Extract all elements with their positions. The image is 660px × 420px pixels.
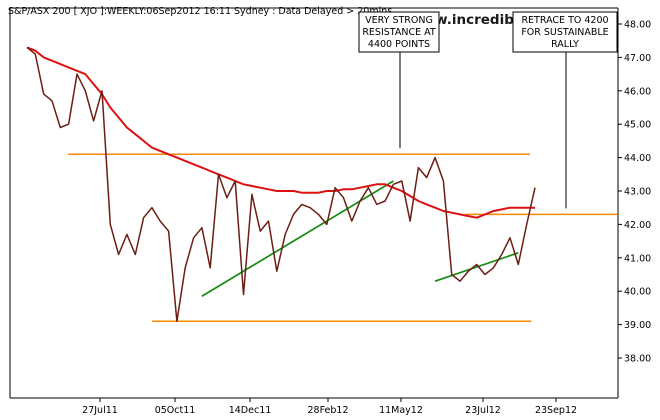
x-axis-ticks: 27Jul11 05Oct11 14Dec11 28Feb12 11May12 23Jul… bbox=[82, 398, 577, 416]
x-tick-label: 23Sep12 bbox=[535, 405, 577, 416]
x-tick-label: 05Oct11 bbox=[155, 405, 196, 416]
annotation-text-1-3: 4400 POINTS bbox=[368, 39, 430, 50]
annotation-text-2-2: FOR SUSTAINABLE bbox=[521, 27, 608, 38]
y-tick-label: 42.00 bbox=[624, 220, 651, 231]
trendline-2 bbox=[434, 251, 519, 282]
y-tick-label: 39.00 bbox=[624, 320, 651, 331]
chart-header-title: S&P/ASX 200 [ XJO ]:WEEKLY:06Sep2012 16:… bbox=[8, 6, 392, 17]
annotation-text-2-3: RALLY bbox=[551, 39, 579, 50]
y-tick-label: 41.00 bbox=[624, 253, 651, 264]
trendline-1 bbox=[201, 180, 394, 297]
x-tick-label: 11May12 bbox=[379, 405, 423, 416]
average-line bbox=[26, 46, 536, 323]
annotation-text-2-1: RETRACE TO 4200 bbox=[521, 15, 608, 26]
y-tick-label: 43.00 bbox=[624, 187, 651, 198]
y-tick-label: 44.00 bbox=[624, 153, 651, 164]
y-axis-ticks: 38.00 39.00 40.00 41.00 42.00 43.00 44.00 45.00… bbox=[618, 20, 651, 365]
y-tick-label: 46.00 bbox=[624, 86, 651, 97]
horizontal-lines bbox=[68, 153, 617, 323]
annotation-box-1 bbox=[358, 11, 440, 53]
x-tick-label: 27Jul11 bbox=[82, 405, 118, 416]
x-tick-label: 14Dec11 bbox=[229, 405, 272, 416]
trendlines bbox=[201, 180, 519, 297]
y-tick-label: 40.00 bbox=[624, 287, 651, 298]
annotation-text-1-2: RESISTANCE AT bbox=[362, 27, 436, 38]
annotation-box-2 bbox=[512, 11, 618, 53]
series-lines bbox=[26, 46, 536, 323]
y-tick-label: 45.00 bbox=[624, 120, 651, 131]
x-tick-label: 23Jul12 bbox=[465, 405, 501, 416]
price-line bbox=[26, 46, 535, 219]
y-tick-label: 48.00 bbox=[624, 20, 651, 31]
annotation-text-1-1: VERY STRONG bbox=[365, 15, 433, 26]
y-tick-label: 38.00 bbox=[624, 354, 651, 365]
y-tick-label: 47.00 bbox=[624, 53, 651, 64]
x-tick-label: 28Feb12 bbox=[308, 405, 349, 416]
